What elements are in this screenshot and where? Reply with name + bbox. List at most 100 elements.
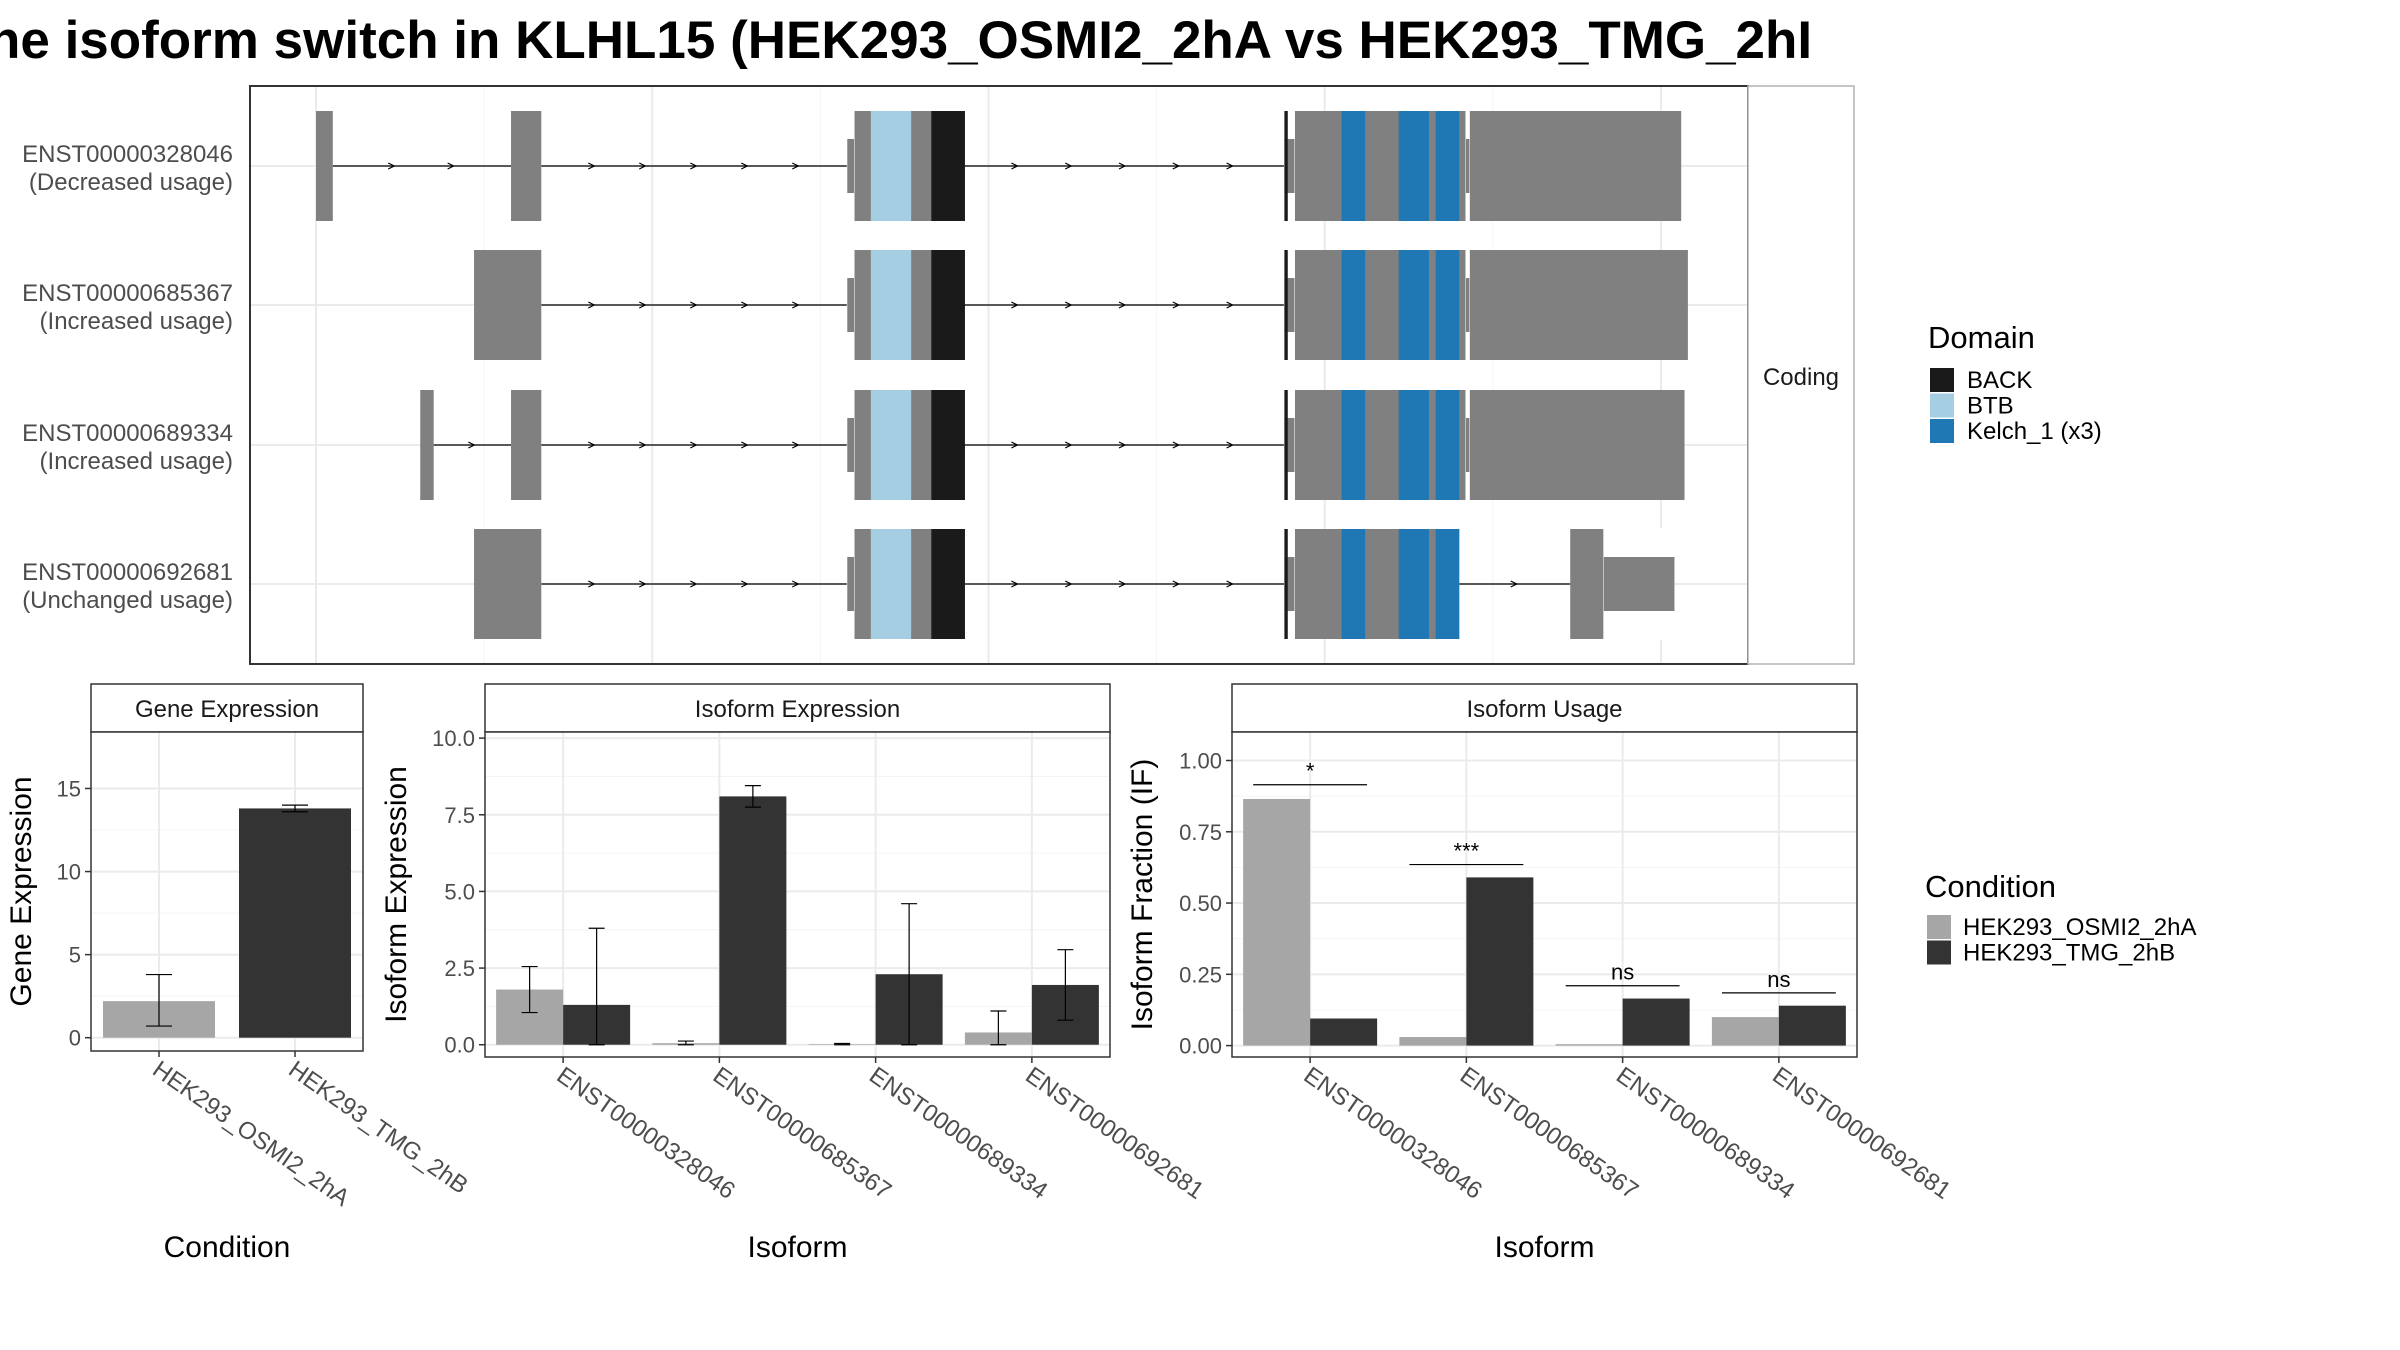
intron-arrow bbox=[1172, 162, 1181, 170]
exon-block bbox=[474, 529, 542, 639]
intron-arrow bbox=[639, 580, 647, 588]
domain-block bbox=[1284, 111, 1288, 221]
isoform-structure-panel: ENST00000328046(Decreased usage) ENST0000… bbox=[22, 85, 1855, 665]
y-axis-title: Isoform Fraction (IF) bbox=[1126, 759, 1159, 1031]
domain-block bbox=[1341, 111, 1366, 221]
bar bbox=[1243, 798, 1311, 1046]
legend-swatch-condition bbox=[1927, 940, 1951, 965]
y-tick-label: 0.75 bbox=[1179, 820, 1222, 845]
domain-block bbox=[1435, 250, 1460, 360]
x-axis-title: Condition bbox=[164, 1231, 291, 1264]
exon-block bbox=[1465, 390, 1685, 500]
utr-block bbox=[1465, 418, 1470, 472]
domain-block bbox=[1398, 250, 1429, 360]
y-axis-title: Isoform Expression bbox=[380, 766, 413, 1023]
exon-block bbox=[1284, 529, 1460, 639]
utr-block bbox=[847, 418, 854, 472]
legend-swatch-kelch-1-x3 bbox=[1930, 419, 1954, 443]
intron-arrow bbox=[741, 162, 749, 170]
domain-block bbox=[870, 390, 912, 500]
domain-legend-title: Domain bbox=[1928, 320, 2035, 355]
bar bbox=[1555, 1044, 1623, 1046]
intron-arrow bbox=[1172, 441, 1181, 449]
intron-arrow bbox=[1510, 580, 1519, 588]
domain-block bbox=[870, 250, 912, 360]
intron-arrow bbox=[690, 580, 698, 588]
intron-arrow bbox=[588, 441, 596, 449]
panel-strip-label: Isoform Expression bbox=[695, 696, 900, 723]
intron-arrow bbox=[1011, 162, 1019, 170]
intron-arrow bbox=[1011, 301, 1019, 309]
bar bbox=[239, 808, 351, 1038]
y-axis-title: Gene Expression bbox=[5, 776, 38, 1006]
y-tick-label: 15 bbox=[57, 776, 81, 801]
y-tick-label: 0 bbox=[69, 1026, 81, 1051]
panel-strip bbox=[90, 683, 364, 733]
exon-block bbox=[474, 250, 542, 360]
domain-block bbox=[1284, 529, 1288, 639]
intron-arrow bbox=[741, 580, 749, 588]
domain-block bbox=[931, 111, 965, 221]
intron-arrow bbox=[741, 301, 749, 309]
exon-block bbox=[1570, 529, 1604, 639]
exon-block bbox=[511, 390, 542, 500]
intron-arrow bbox=[1118, 580, 1127, 588]
intron-arrow bbox=[1064, 301, 1073, 309]
utr-block bbox=[1284, 557, 1295, 611]
y-tick-label: 7.5 bbox=[444, 803, 475, 828]
isoform-row: ENST00000689334(Increased usage) bbox=[22, 389, 1748, 501]
y-tick-label: 0.50 bbox=[1179, 891, 1222, 916]
figure-title: he isoform switch in KLHL15 (HEK293_OSMI… bbox=[0, 11, 1812, 70]
y-tick-label: 2.5 bbox=[444, 956, 475, 981]
intron-arrow bbox=[639, 301, 647, 309]
y-tick-label: 1.00 bbox=[1179, 749, 1222, 774]
y-tick-label: 0.25 bbox=[1179, 962, 1222, 987]
coding-strip-label: Coding bbox=[1763, 364, 1839, 391]
legend-swatch-btb bbox=[1930, 393, 1954, 418]
utr-block bbox=[1284, 139, 1295, 193]
bar bbox=[1399, 1037, 1467, 1046]
intron-arrow bbox=[1011, 580, 1019, 588]
isoform-expression-panel: Isoform Expression0.02.55.07.510.0ENST00… bbox=[380, 683, 1209, 1264]
exon-block bbox=[1465, 250, 1688, 360]
domain-block bbox=[1341, 390, 1366, 500]
utr-block bbox=[1284, 278, 1295, 332]
intron-arrow bbox=[792, 580, 800, 588]
legend-swatch-back bbox=[1930, 368, 1954, 392]
isoform-id-label: ENST00000692681 bbox=[22, 559, 233, 586]
bar bbox=[1778, 1005, 1846, 1046]
domain-block bbox=[1341, 250, 1366, 360]
condition-legend-label: HEK293_OSMI2_2hA bbox=[1963, 914, 2196, 941]
intron-arrow bbox=[1064, 441, 1073, 449]
domain-block bbox=[870, 111, 912, 221]
intron-arrow bbox=[639, 162, 647, 170]
y-tick-label: 0.00 bbox=[1179, 1034, 1222, 1059]
utr-block bbox=[1603, 557, 1675, 611]
intron-arrow bbox=[792, 301, 800, 309]
y-tick-label: 5.0 bbox=[444, 879, 475, 904]
intron-arrow bbox=[792, 441, 800, 449]
intron-arrow bbox=[588, 580, 596, 588]
bar bbox=[1622, 998, 1690, 1046]
bar bbox=[1466, 877, 1534, 1046]
utr-block bbox=[1465, 278, 1470, 332]
domain-block bbox=[1435, 529, 1460, 639]
isoform-usage-label: (Increased usage) bbox=[40, 448, 233, 475]
intron-arrow bbox=[1011, 441, 1019, 449]
intron-arrow bbox=[588, 162, 596, 170]
isoform-row: ENST00000328046(Decreased usage) bbox=[22, 110, 1748, 222]
condition-legend-label: HEK293_TMG_2hB bbox=[1963, 940, 2175, 967]
isoform-usage-label: (Unchanged usage) bbox=[22, 587, 233, 614]
domain-block bbox=[931, 529, 965, 639]
intron-arrow bbox=[792, 162, 800, 170]
domain-block bbox=[1284, 250, 1288, 360]
panel-plot-area bbox=[1232, 732, 1857, 1057]
isoform-row: ENST00000692681(Unchanged usage) bbox=[22, 528, 1748, 640]
domain-block bbox=[1435, 390, 1460, 500]
panel-plot-area bbox=[485, 732, 1110, 1057]
x-axis-title: Isoform bbox=[747, 1231, 847, 1264]
domain-block bbox=[1341, 529, 1366, 639]
